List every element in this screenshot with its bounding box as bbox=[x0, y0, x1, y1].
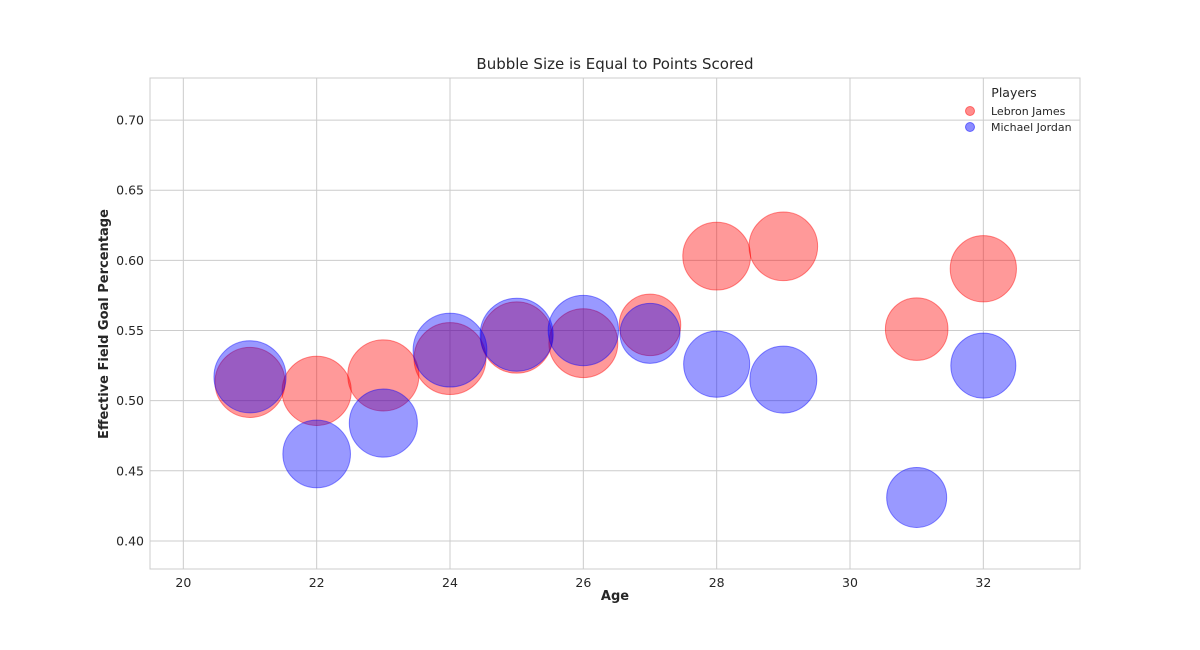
y-tick-label: 0.50 bbox=[116, 393, 144, 408]
bubble-lebron-james bbox=[949, 235, 1017, 303]
tick-labels: 20 22 24 26 28 30 32 0.40 0.45 0.50 0.55 0.60 0.65 0.… bbox=[116, 113, 991, 590]
bubbles bbox=[213, 211, 1017, 528]
y-tick-label: 0.40 bbox=[116, 533, 144, 548]
bubble-michael-jordan bbox=[213, 340, 287, 414]
x-tick-label: 28 bbox=[709, 575, 725, 590]
x-tick-label: 20 bbox=[175, 575, 191, 590]
bubble-michael-jordan bbox=[683, 330, 751, 398]
legend-title: Players bbox=[991, 85, 1036, 100]
bubble-michael-jordan bbox=[282, 419, 351, 489]
plot-background bbox=[150, 78, 1080, 569]
x-tick-label: 22 bbox=[309, 575, 325, 590]
chart-title: Bubble Size is Equal to Points Scored bbox=[476, 55, 753, 73]
bubble-lebron-james bbox=[682, 221, 752, 291]
x-tick-label: 30 bbox=[842, 575, 858, 590]
legend-label-lebron-james: Lebron James bbox=[991, 105, 1066, 118]
y-tick-label: 0.65 bbox=[116, 183, 144, 198]
x-tick-label: 24 bbox=[442, 575, 458, 590]
bubble-michael-jordan bbox=[749, 345, 818, 414]
y-tick-label: 0.60 bbox=[116, 253, 144, 268]
bubble-michael-jordan bbox=[950, 332, 1017, 399]
bubble-lebron-james bbox=[480, 301, 553, 374]
legend-marker-lebron-james bbox=[965, 106, 975, 116]
bubble-lebron-james bbox=[413, 322, 487, 396]
bubble-michael-jordan bbox=[886, 466, 948, 528]
bubble-michael-jordan bbox=[619, 302, 681, 364]
y-tick-label: 0.55 bbox=[116, 323, 144, 338]
x-tick-label: 32 bbox=[975, 575, 991, 590]
plot-frame bbox=[149, 77, 1081, 570]
bubble-michael-jordan bbox=[348, 388, 418, 458]
bubble-lebron-james bbox=[347, 339, 420, 412]
y-tick-label: 0.45 bbox=[116, 463, 144, 478]
bubble-lebron-james bbox=[548, 308, 619, 379]
x-axis-label: Age bbox=[601, 589, 629, 604]
legend: Players Lebron James Michael Jordan bbox=[965, 85, 1072, 134]
y-axis-label: Effective Field Goal Percentage bbox=[97, 209, 112, 439]
bubble-michael-jordan bbox=[412, 312, 488, 388]
y-tick-label: 0.70 bbox=[116, 113, 144, 128]
bubble-lebron-james bbox=[618, 293, 682, 357]
bubble-michael-jordan bbox=[547, 294, 620, 367]
bubble-lebron-james bbox=[281, 355, 352, 426]
bubble-lebron-james bbox=[214, 346, 286, 418]
bubble-lebron-james bbox=[748, 211, 819, 282]
bubble-lebron-james bbox=[884, 297, 949, 361]
legend-marker-michael-jordan bbox=[965, 122, 975, 132]
bubble-michael-jordan bbox=[479, 297, 554, 372]
legend-label-michael-jordan: Michael Jordan bbox=[991, 121, 1072, 134]
grid-lines bbox=[150, 78, 1080, 569]
x-tick-label: 26 bbox=[575, 575, 591, 590]
